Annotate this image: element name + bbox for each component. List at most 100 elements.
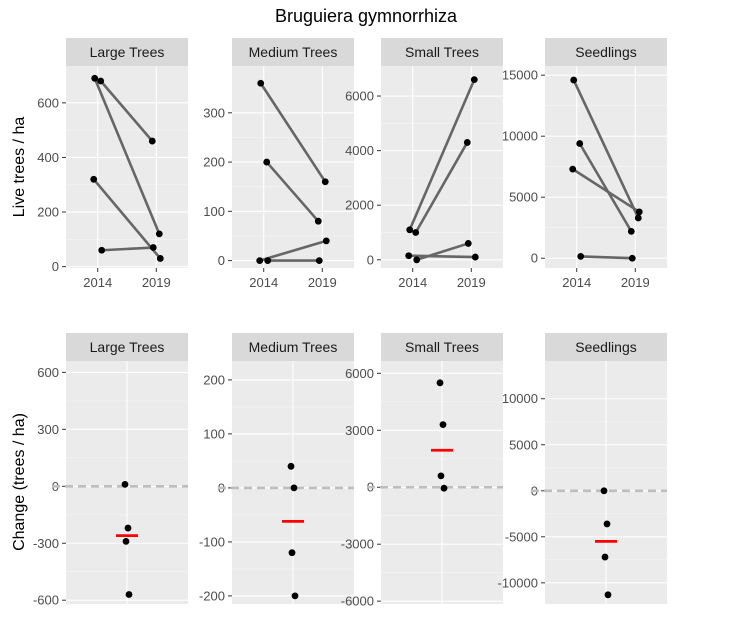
y-tick-label: 10000	[502, 391, 538, 406]
change-point	[291, 592, 299, 600]
point-2014	[90, 175, 98, 183]
point-2019	[470, 76, 478, 84]
y-tick-label: 300	[37, 422, 59, 437]
point-2019	[315, 257, 323, 265]
y-tick-label: -6000	[341, 594, 374, 609]
panel-background	[66, 66, 188, 268]
change-point	[288, 549, 296, 557]
x-tick-label: 2019	[457, 275, 486, 290]
y-tick-label: -3000	[341, 537, 374, 552]
y-tick-label: -200	[199, 588, 225, 603]
point-2014	[98, 246, 106, 254]
pair-line	[99, 79, 154, 143]
facet-label: Small Trees	[405, 339, 479, 355]
y-tick-label: 6000	[345, 366, 374, 381]
facet-strip	[232, 333, 354, 361]
pair-line	[572, 78, 640, 220]
panel-0-1: Medium Trees 0 100 200 300 2014 2019	[203, 38, 354, 290]
y-tick-label: 4000	[345, 143, 374, 158]
panel-background	[545, 66, 667, 268]
point-2019	[471, 253, 479, 261]
panel-1-0: Large Trees-600-3000300600	[33, 333, 188, 608]
pair-line	[407, 254, 477, 259]
change-point	[437, 472, 445, 480]
chart-title: Bruguiera gymnorrhiza	[275, 6, 458, 26]
x-tick-label: 2019	[142, 275, 171, 290]
y-tick-label: 5000	[509, 190, 538, 205]
point-2014	[91, 74, 99, 82]
y-tick-label: 2000	[345, 198, 374, 213]
change-point	[287, 462, 295, 470]
y-tick-label: 400	[37, 150, 59, 165]
change-point	[603, 520, 611, 528]
facet-strip	[545, 333, 667, 361]
facet-label: Small Trees	[405, 44, 479, 60]
y-tick-label: 100	[203, 204, 225, 219]
y-tick-label: 3000	[345, 423, 374, 438]
panel-0-2: Small Trees 0 2000 4000 6000 2014 2019	[345, 38, 503, 290]
point-2019	[628, 254, 636, 262]
point-2019	[156, 255, 164, 262]
x-tick-label: 2019	[621, 275, 650, 290]
point-2019	[155, 230, 163, 238]
pair-line	[265, 160, 320, 223]
point-2014	[412, 229, 420, 236]
point-2019	[464, 240, 472, 247]
change-point	[604, 591, 612, 599]
facet-strip	[545, 38, 667, 66]
y-tick-label: -100	[199, 534, 225, 549]
change-point	[125, 591, 133, 598]
change-point	[600, 487, 608, 495]
point-2014	[97, 77, 105, 85]
facet-label: Medium Trees	[249, 339, 338, 355]
facet-label: Large Trees	[90, 44, 165, 60]
point-2014	[570, 76, 578, 84]
change-point	[439, 421, 447, 428]
y-tick-label: 10000	[502, 129, 538, 144]
point-2014	[263, 158, 271, 166]
y-tick-label: 0	[52, 259, 59, 274]
y-tick-label: 0	[367, 252, 374, 267]
point-2014	[577, 253, 585, 260]
panel-1-1: Medium Trees-200-1000100200	[199, 333, 354, 604]
point-2019	[148, 137, 156, 145]
change-point	[124, 524, 132, 532]
y-tick-label: -600	[33, 593, 59, 608]
y-tick-label: 0	[531, 251, 538, 266]
change-point	[290, 484, 298, 492]
pair-line	[258, 239, 328, 262]
pair-line	[578, 142, 633, 233]
panel-background	[381, 66, 503, 268]
point-2019	[463, 139, 471, 146]
point-2019	[149, 244, 157, 251]
y-tick-label: 200	[203, 372, 225, 387]
facet-strip	[66, 333, 188, 361]
point-2014	[569, 165, 577, 173]
point-2014	[256, 257, 264, 265]
facet-label: Large Trees	[90, 339, 165, 355]
change-point	[121, 480, 129, 488]
point-2019	[627, 227, 635, 235]
point-2019	[635, 208, 643, 216]
y-tick-label: 100	[203, 426, 225, 441]
point-2014	[576, 140, 584, 147]
point-2019	[321, 178, 329, 186]
point-2014	[264, 257, 272, 265]
facet-label: Seedlings	[575, 44, 637, 60]
point-2014	[257, 79, 265, 87]
y-axis-label-bottom: Change (trees / ha)	[11, 413, 28, 551]
y-tick-label: -5000	[505, 529, 538, 544]
y-tick-label: 300	[203, 105, 225, 120]
panel-1-2: Small Trees-6000-3000030006000	[341, 333, 503, 609]
y-tick-label: -300	[33, 536, 59, 551]
facet-strip	[381, 333, 503, 361]
point-2019	[634, 214, 642, 222]
change-point	[440, 484, 448, 492]
change-point	[436, 379, 444, 387]
pair-line	[100, 246, 155, 252]
panel-0-3: Seedlings 0 5000 10000 15000 2014 2019	[502, 38, 667, 290]
panel-1-3: Seedlings-10000-50000500010000	[498, 333, 667, 604]
pair-line	[259, 81, 327, 184]
y-tick-label: 600	[37, 365, 59, 380]
